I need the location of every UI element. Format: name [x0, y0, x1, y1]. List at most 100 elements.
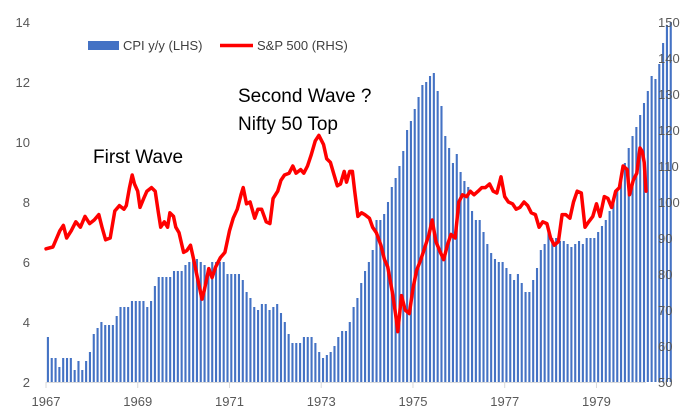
- right-tick-label: 130: [658, 87, 680, 102]
- cpi-bar: [490, 253, 493, 382]
- cpi-bar: [253, 307, 256, 382]
- cpi-bar: [520, 283, 523, 382]
- cpi-bar: [513, 280, 516, 382]
- cpi-bar: [214, 262, 218, 382]
- x-axis-ticks: 1967 1969 1971 1973 1975 1977 1979: [32, 382, 611, 409]
- cpi-bar: [463, 181, 466, 382]
- cpi-bar: [115, 316, 118, 382]
- cpi-bar: [524, 292, 527, 382]
- cpi-bar: [532, 280, 535, 382]
- cpi-bar: [226, 274, 229, 382]
- right-tick-label: 150: [658, 15, 680, 30]
- cpi-bar: [188, 262, 191, 382]
- annotation-nifty-top: Nifty 50 Top: [238, 114, 338, 135]
- cpi-bar: [310, 337, 313, 382]
- legend-sp500-label: S&P 500 (RHS): [257, 38, 348, 53]
- cpi-bar: [425, 82, 428, 382]
- cpi-bar: [295, 343, 298, 382]
- cpi-bar: [108, 325, 111, 382]
- cpi-bar: [421, 85, 424, 382]
- cpi-bar: [669, 22, 672, 382]
- cpi-bar: [192, 256, 195, 382]
- cpi-bar: [608, 211, 611, 382]
- cpi-bar: [555, 238, 558, 382]
- left-tick-label: 10: [16, 135, 30, 150]
- cpi-bar: [85, 361, 88, 382]
- cpi-bar: [302, 337, 305, 382]
- cpi-bar: [665, 25, 668, 382]
- cpi-bar: [585, 238, 588, 382]
- left-tick-label: 4: [23, 315, 30, 330]
- cpi-bar: [451, 163, 454, 382]
- x-tick-label: 1979: [582, 394, 611, 409]
- cpi-bar: [123, 307, 126, 382]
- cpi-bar: [662, 43, 665, 382]
- cpi-bar: [150, 301, 153, 382]
- cpi-bar: [383, 214, 386, 382]
- cpi-bar: [276, 304, 279, 382]
- cpi-bar: [77, 361, 80, 382]
- cpi-bar: [471, 211, 474, 382]
- cpi-bar: [577, 241, 581, 382]
- cpi-bar: [459, 172, 462, 382]
- legend-cpi-label: CPI y/y (LHS): [123, 38, 202, 53]
- cpi-bar: [279, 313, 283, 382]
- cpi-bar: [593, 238, 596, 382]
- cpi-bar: [195, 259, 198, 382]
- cpi-bar: [631, 136, 634, 382]
- cpi-bar: [493, 259, 497, 382]
- left-tick-label: 6: [23, 255, 30, 270]
- x-tick-label: 1973: [307, 394, 336, 409]
- cpi-bar: [635, 127, 638, 382]
- cpi-bar: [169, 277, 172, 382]
- cpi-bar: [467, 187, 470, 382]
- right-tick-label: 90: [658, 231, 672, 246]
- cpi-bar: [264, 304, 267, 382]
- right-tick-label: 110: [658, 159, 679, 174]
- x-tick-label: 1969: [123, 394, 152, 409]
- cpi-bar: [646, 91, 649, 382]
- cpi-bar: [364, 271, 367, 382]
- cpi-bar: [157, 277, 160, 382]
- cpi-bar: [249, 298, 252, 382]
- cpi-bar: [654, 79, 657, 382]
- cpi-bar: [360, 283, 363, 382]
- cpi-bar: [180, 271, 183, 382]
- cpi-bar: [501, 262, 504, 382]
- left-tick-label: 14: [16, 15, 30, 30]
- left-axis-ticks: 2 4 6 8 10 12 14: [16, 15, 30, 390]
- cpi-bar: [333, 346, 336, 382]
- right-tick-label: 50: [658, 375, 672, 390]
- cpi-bar: [543, 244, 546, 382]
- cpi-bar: [58, 367, 61, 382]
- cpi-bar: [234, 274, 237, 382]
- cpi-bar: [386, 202, 390, 382]
- cpi-bar: [241, 280, 244, 382]
- cpi-bar: [539, 250, 542, 382]
- cpi-bar: [69, 358, 72, 382]
- legend: CPI y/y (LHS) S&P 500 (RHS): [88, 38, 348, 53]
- cpi-bar: [482, 232, 485, 382]
- cpi-bar: [352, 307, 355, 382]
- cpi-bar: [547, 232, 550, 382]
- left-tick-label: 8: [23, 195, 30, 210]
- cpi-bar: [96, 328, 99, 382]
- cpi-bar: [127, 307, 130, 382]
- right-tick-label: 60: [658, 339, 672, 354]
- cpi-bar: [165, 277, 168, 382]
- cpi-bar: [604, 220, 607, 382]
- right-tick-label: 100: [658, 195, 680, 210]
- cpi-bar: [581, 244, 584, 382]
- cpi-bar: [558, 241, 561, 382]
- cpi-bar: [203, 265, 206, 382]
- cpi-bar: [620, 178, 623, 382]
- cpi-bar: [612, 202, 615, 382]
- cpi-bar: [574, 244, 577, 382]
- cpi-bar: [142, 301, 145, 382]
- cpi-bar: [176, 271, 179, 382]
- cpi-bar: [138, 301, 141, 382]
- left-tick-label: 2: [23, 375, 30, 390]
- cpi-bar: [50, 358, 53, 382]
- cpi-bar: [627, 148, 630, 382]
- cpi-bar: [207, 274, 210, 382]
